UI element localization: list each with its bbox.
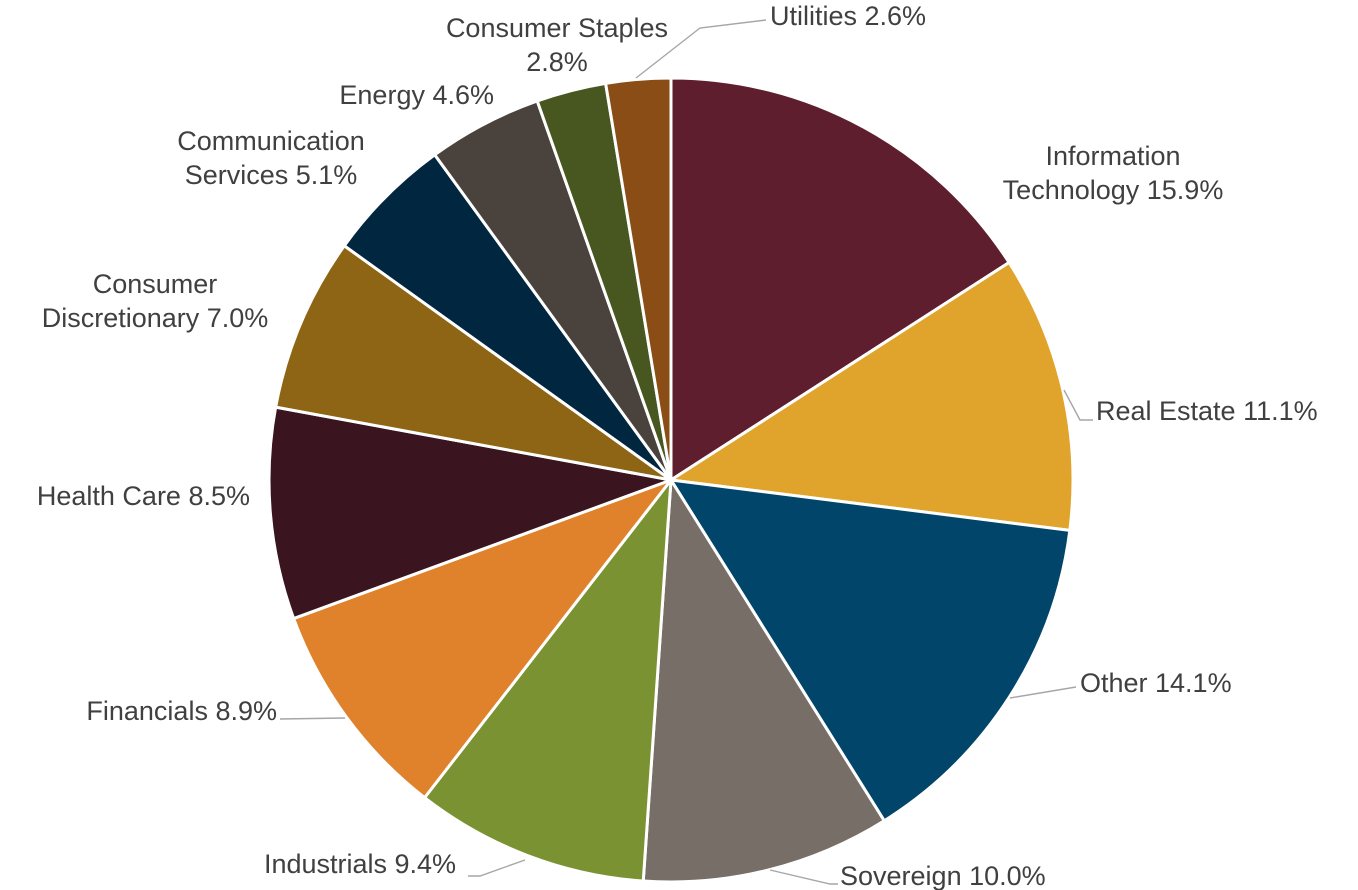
data-label-line: Consumer <box>93 269 218 299</box>
data-label-line: Discretionary 7.0% <box>42 303 269 333</box>
data-label-sovereign: Sovereign 10.0% <box>840 861 1046 890</box>
data-label-communication-services: Communication Services 5.1% <box>177 126 365 190</box>
pie-slices <box>267 76 1075 884</box>
data-label-line: Information <box>1045 141 1180 171</box>
data-label-line: Financials 8.9% <box>86 696 277 726</box>
data-label-other: Other 14.1% <box>1080 668 1232 698</box>
data-label-line: Health Care 8.5% <box>37 481 250 511</box>
leader-line-utilities <box>635 19 767 79</box>
data-label-utilities: Utilities 2.6% <box>770 1 926 31</box>
data-label-consumer-staples: Consumer Staples 2.8% <box>446 13 668 77</box>
pie-slice-real-estate <box>669 260 1075 532</box>
pie-slice-industrials <box>423 478 673 883</box>
data-label-financials: Financials 8.9% <box>86 696 277 726</box>
leader-lines <box>279 19 1093 885</box>
data-label-information-technology: Information Technology 15.9% <box>1003 141 1224 205</box>
data-label-health-care: Health Care 8.5% <box>37 481 250 511</box>
data-label-line: Real Estate 11.1% <box>1096 396 1318 426</box>
data-label-line: Communication <box>177 126 365 156</box>
data-label-line: 2.8% <box>526 47 588 77</box>
pie-slice-utilities <box>604 76 673 482</box>
data-label-energy: Energy 4.6% <box>339 80 494 110</box>
pie-slice-consumer-discretionary <box>274 244 673 482</box>
pie-slice-health-care <box>267 405 673 621</box>
data-label-consumer-discretionary: Consumer Discretionary 7.0% <box>42 269 269 333</box>
leader-line-other <box>1009 686 1077 699</box>
data-label-real-estate: Real Estate 11.1% <box>1096 396 1318 426</box>
data-label-line: Consumer Staples <box>446 13 668 43</box>
pie-slice-sovereign <box>641 478 886 884</box>
slice-labels: Information Technology 15.9% Real Estate 1… <box>37 1 1318 890</box>
data-label-line: Utilities 2.6% <box>770 1 926 31</box>
data-label-line: Energy 4.6% <box>339 80 494 110</box>
leader-line-real-estate <box>1063 389 1093 421</box>
data-label-line: Industrials 9.4% <box>264 849 456 879</box>
data-label-line: Other 14.1% <box>1080 668 1232 698</box>
leader-line-financials <box>279 717 346 720</box>
data-label-line: Sovereign 10.0% <box>840 861 1046 890</box>
leader-line-industrials <box>468 859 526 877</box>
pie-slice-other <box>669 478 1072 823</box>
data-label-line: Services 5.1% <box>185 160 358 190</box>
pie-slice-information-technology <box>669 76 1011 482</box>
data-label-industrials: Industrials 9.4% <box>264 849 456 879</box>
pie-slice-financials <box>292 478 673 800</box>
data-label-line: Technology 15.9% <box>1003 175 1224 205</box>
leader-line-sovereign <box>769 869 838 885</box>
